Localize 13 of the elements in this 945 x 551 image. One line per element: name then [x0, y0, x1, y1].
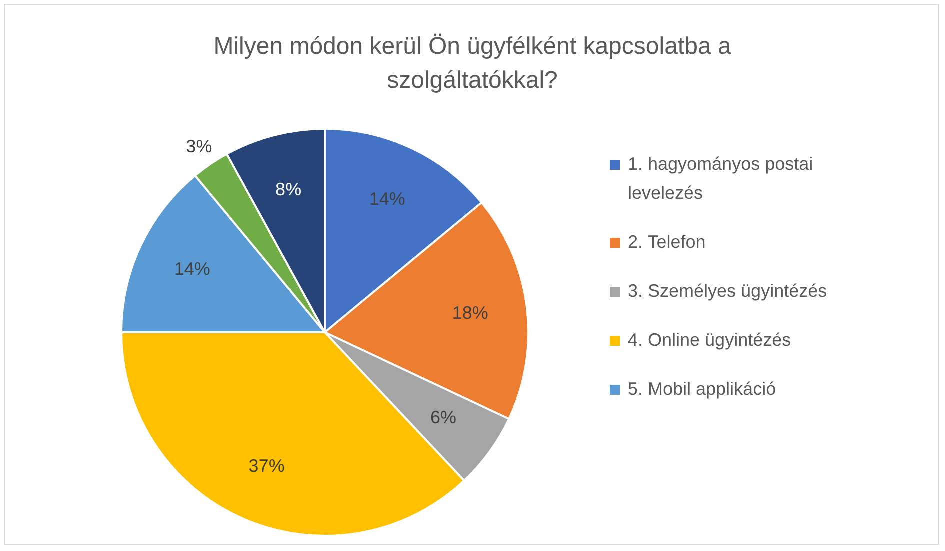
data-label: 8% [276, 180, 302, 200]
data-label: 18% [452, 303, 488, 324]
data-label: 37% [248, 456, 285, 476]
legend-label: 4. Online ügyintézés [628, 329, 792, 352]
chart-title: Milyen módon kerül Ön ügyfélként kapcsolatba a szolgáltatókkal? [212, 32, 732, 96]
legend-label: 3. Személyes ügyintézés [628, 280, 828, 303]
data-label: 14% [369, 188, 406, 209]
data-label: 14% [174, 259, 210, 280]
legend-label: 1. hagyományos postai levelezés [628, 153, 814, 205]
legend-label: 2. Telefon [628, 231, 706, 254]
legend-label: 5. Mobil applikáció [628, 378, 776, 401]
data-label: 3% [186, 136, 212, 156]
data-label: 6% [430, 408, 457, 428]
